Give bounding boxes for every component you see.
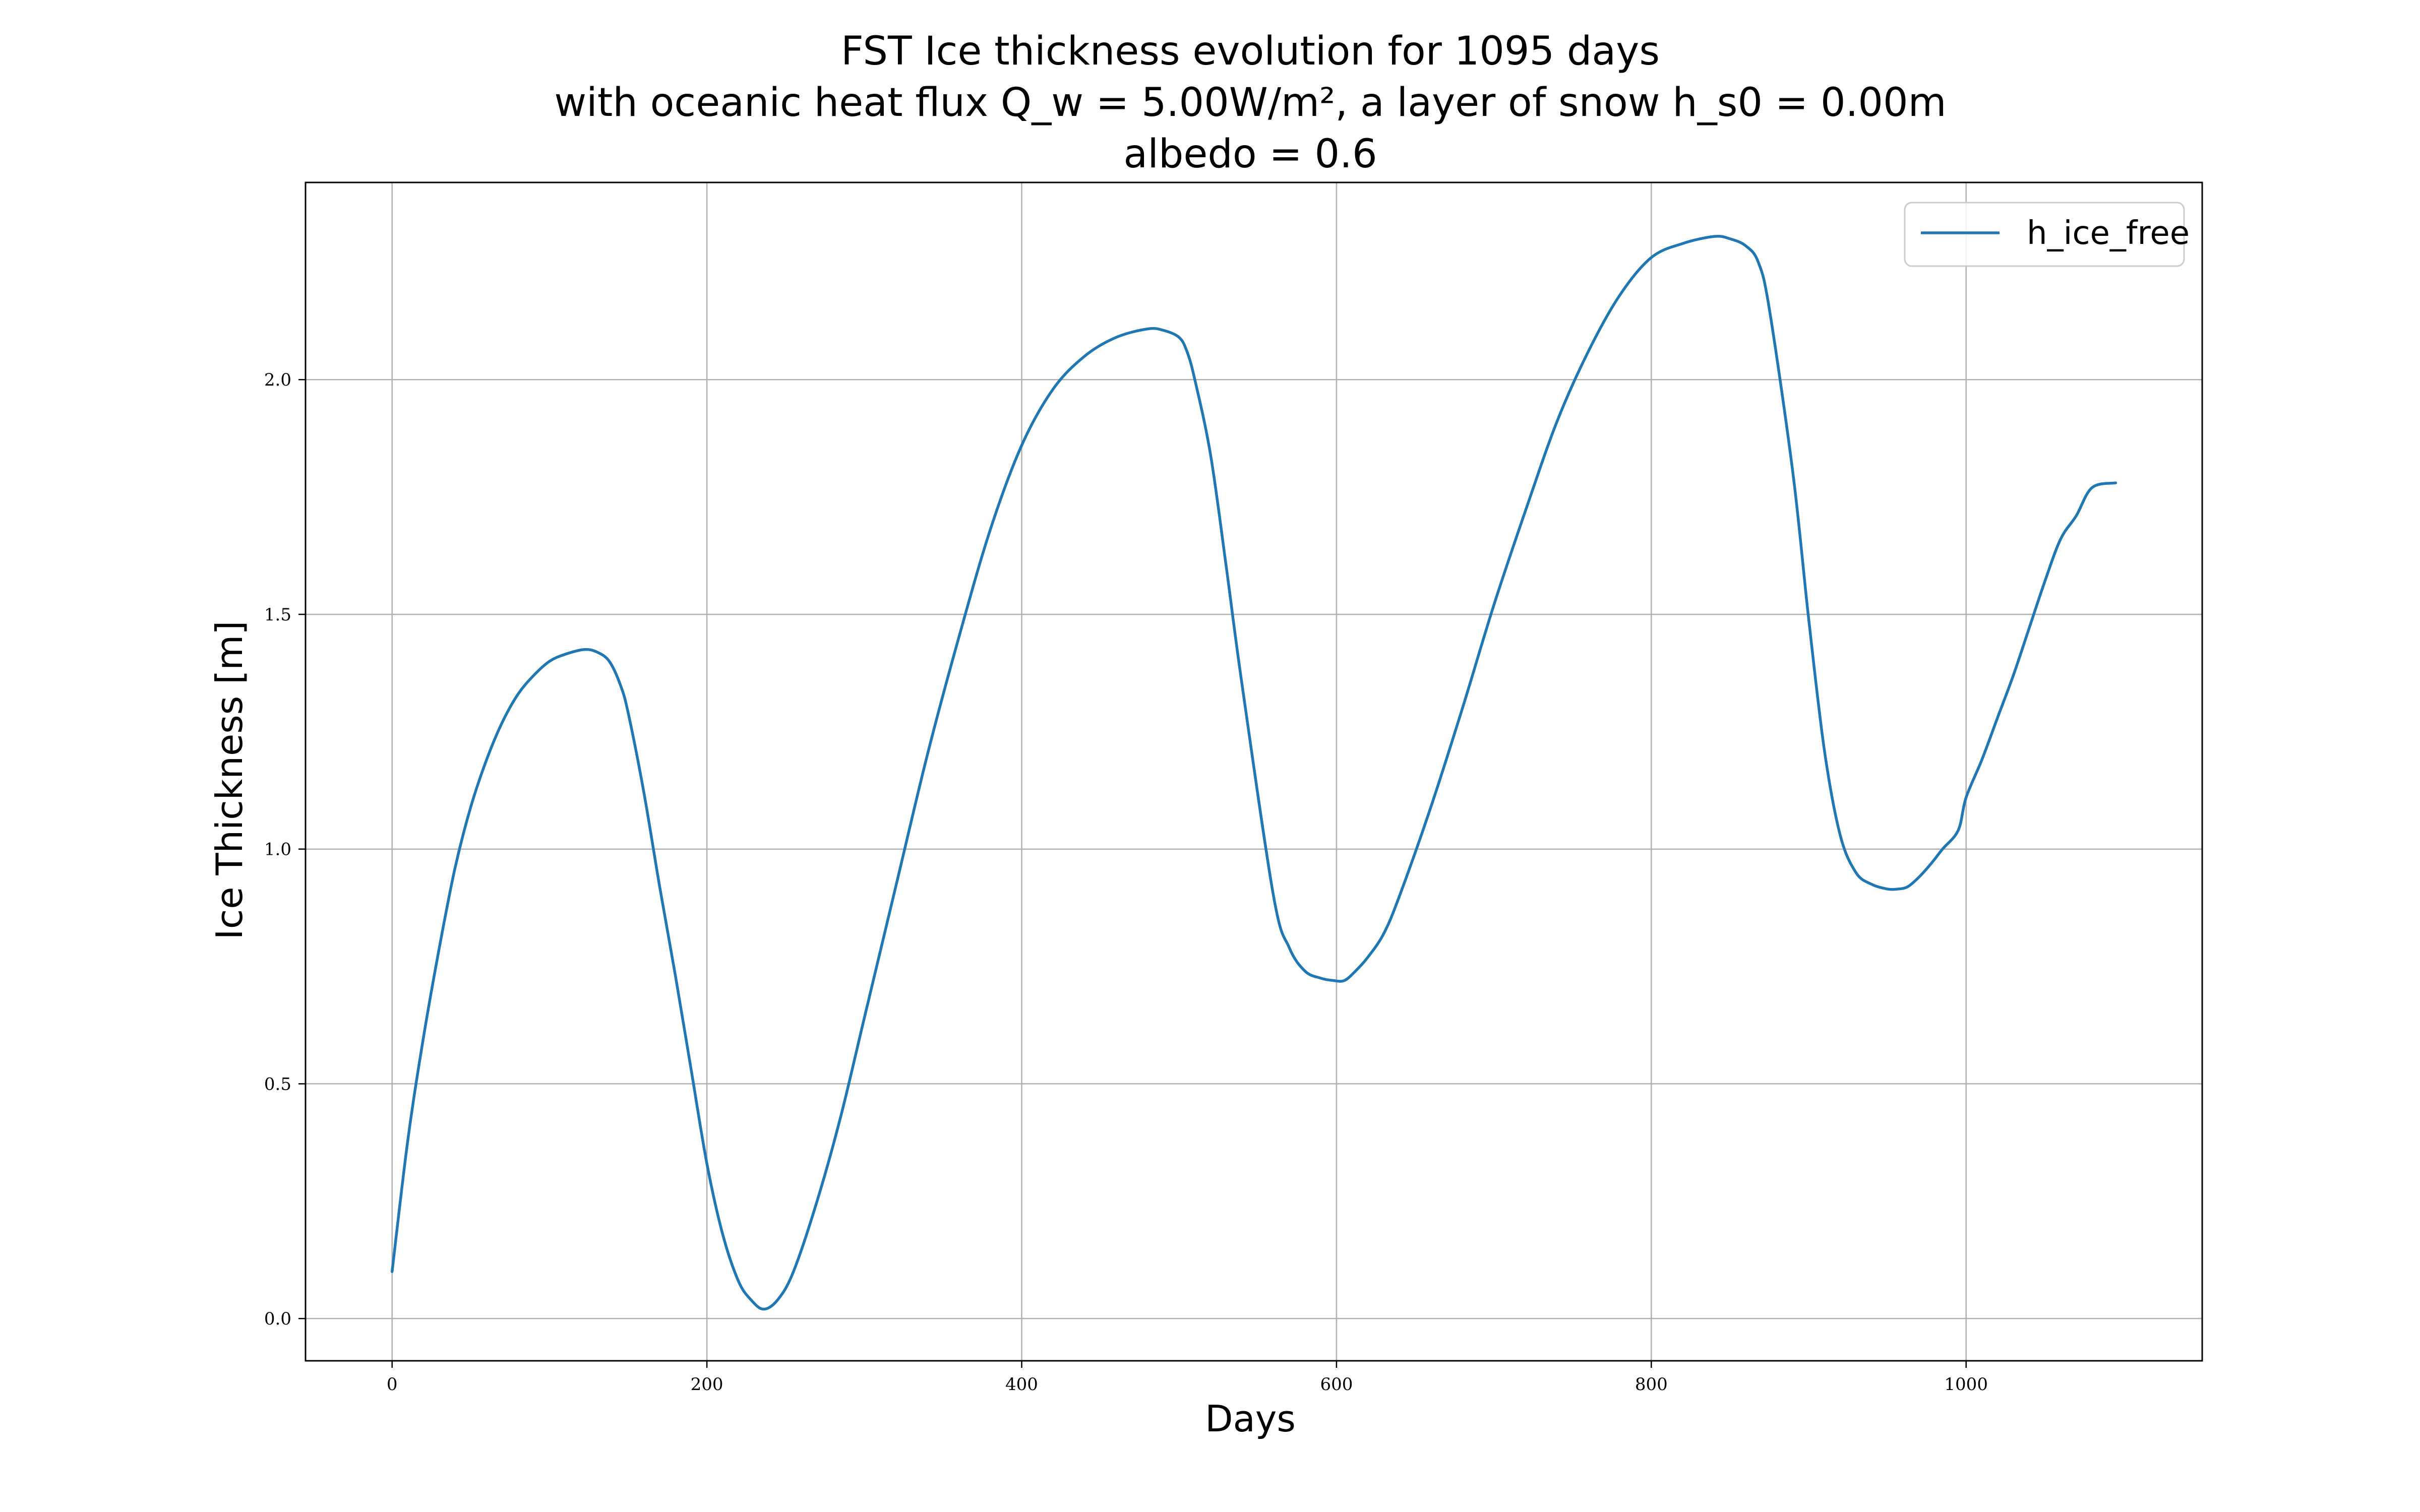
y-tick-label: 2.0 [264,370,291,390]
y-tick-label: 1.5 [264,605,291,625]
legend-label-h-ice-free: h_ice_free [2027,215,2190,252]
y-tick-label: 0.0 [264,1309,291,1329]
y-tick-label: 1.0 [264,840,291,860]
chart-title-line-1: FST Ice thickness evolution for 1095 day… [841,29,1660,74]
grid-lines [306,182,2202,1361]
axis-ticks: 0 200 400 600 800 1000 0.0 0.5 1.0 1.5 2.0 [264,370,1988,1395]
series-line-h-ice-free [390,234,2118,1311]
y-axis-label: Ice Thickness [m] [208,620,251,939]
x-tick-label: 400 [1005,1374,1038,1395]
x-axis-label: Days [1205,1398,1296,1440]
chart-title-line-3: albedo = 0.6 [1123,132,1377,177]
x-tick-label: 600 [1320,1374,1353,1395]
x-tick-label: 1000 [1944,1374,1988,1395]
x-tick-label: 800 [1635,1374,1668,1395]
y-tick-label: 0.5 [264,1074,291,1094]
plot-frame [305,181,2203,1362]
x-tick-label: 200 [691,1374,723,1395]
legend: h_ice_free [1904,202,2190,267]
chart-title-line-2: with oceanic heat flux Q_w = 5.00W/m², a… [554,80,1946,125]
x-tick-label: 0 [387,1374,398,1395]
plot-area: 0 200 400 600 800 1000 0.0 0.5 1.0 1.5 2.0 [264,181,2203,1395]
legend-box [1904,202,2185,267]
